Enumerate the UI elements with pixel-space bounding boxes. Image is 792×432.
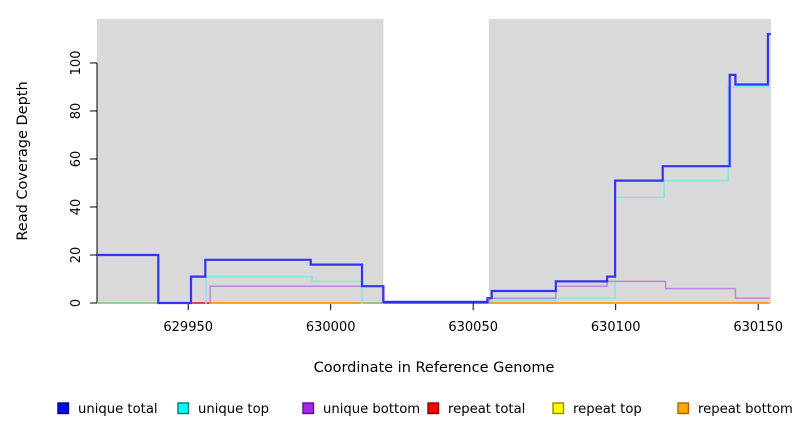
legend-swatch [177, 402, 190, 415]
legend-item-repeat-total: repeat total [427, 402, 525, 417]
x-tick-label: 630100 [591, 320, 641, 335]
legend-swatch [427, 402, 440, 415]
legend-item-unique-total: unique total [57, 402, 158, 417]
x-tick-label: 629950 [163, 320, 213, 335]
y-tick-label: 0 [69, 299, 84, 307]
legend-swatch [552, 402, 565, 415]
series-unique-total [97, 33, 771, 305]
legend-label: repeat top [573, 402, 642, 417]
legend-item-repeat-bottom: repeat bottom [677, 402, 792, 417]
y-axis-title: Read Coverage Depth [15, 81, 31, 240]
plot-area: 629950 630000 630050 630100 630150 0 20 40 60 80 1… [69, 19, 783, 335]
chart-legend: unique total unique top unique bottom repea… [57, 402, 792, 417]
legend-item-unique-top: unique top [177, 402, 269, 417]
y-tick-label: 40 [69, 199, 84, 216]
masked-region [383, 19, 489, 303]
legend-swatch [677, 402, 690, 415]
x-axis-title: Coordinate in Reference Genome [314, 360, 555, 376]
y-tick-label: 20 [69, 247, 84, 264]
y-tick-label: 80 [69, 103, 84, 120]
legend-label: unique total [78, 402, 158, 417]
series-unique-top [205, 275, 363, 304]
x-tick-label: 630000 [306, 320, 356, 335]
series-unique-bottom [209, 285, 384, 304]
legend-swatch [302, 402, 315, 415]
legend-label: repeat bottom [698, 402, 792, 417]
legend-label: unique top [198, 402, 269, 417]
y-tick-label: 100 [69, 51, 84, 76]
legend-swatch [57, 402, 70, 415]
legend-label: repeat total [448, 402, 525, 417]
x-tick-label: 630050 [448, 320, 498, 335]
legend-label: unique bottom [323, 402, 420, 417]
legend-item-repeat-top: repeat top [552, 402, 642, 417]
x-tick-label: 630150 [733, 320, 783, 335]
y-tick-label: 60 [69, 151, 84, 168]
legend-item-unique-bottom: unique bottom [302, 402, 420, 417]
